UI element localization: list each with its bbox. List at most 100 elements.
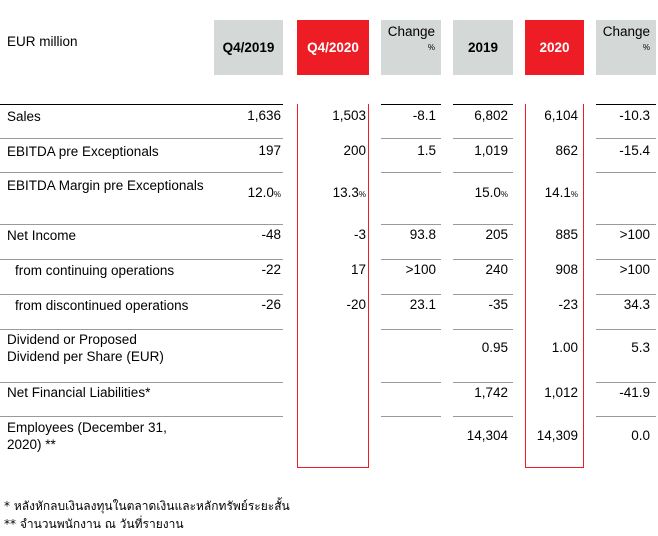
header-q4-2019-label: Q4/2019	[222, 40, 275, 55]
header-2019-label: 2019	[467, 40, 499, 55]
sales-2019: 6,802	[474, 108, 508, 123]
row-separator-line	[0, 416, 283, 417]
row-separator-line	[453, 138, 513, 139]
dividend-2019: 0.95	[481, 340, 508, 355]
top-rule-chg-y	[596, 104, 656, 105]
header-2020: 2020	[525, 20, 584, 75]
row-separator-line	[596, 138, 656, 139]
row-separator-line	[596, 294, 656, 295]
top-rule-2019	[453, 104, 513, 105]
dividend-change-y: 5.3	[631, 340, 650, 355]
row-separator-line	[453, 172, 513, 173]
net-income-2020: 885	[555, 227, 578, 242]
header-q4-2020-label: Q4/2020	[307, 40, 359, 55]
sales-q4-2020: 1,503	[332, 108, 366, 123]
liabilities-2020: 1,012	[544, 385, 578, 400]
row-separator-line	[596, 382, 656, 383]
row-separator-line	[596, 172, 656, 173]
net-income-change-q: 93.8	[409, 227, 436, 242]
ebitda-q4-2019: 197	[258, 143, 281, 158]
row-label-dividend-line1: Dividend or Proposed	[7, 332, 137, 347]
margin-q4-2020-value: 13.3	[332, 185, 359, 200]
margin-2019-value: 15.0	[474, 185, 501, 200]
continuing-2019: 240	[485, 262, 508, 277]
row-separator-line	[381, 416, 441, 417]
sales-2020: 6,104	[544, 108, 578, 123]
q4-2020-column-frame	[297, 104, 369, 468]
margin-q4-2019: 12.0%	[214, 185, 281, 203]
employees-2019: 14,304	[466, 428, 508, 443]
header-change-quarter-label: Change	[387, 24, 435, 39]
ebitda-2020: 862	[555, 143, 578, 158]
header-q4-2019: Q4/2019	[214, 20, 283, 75]
margin-q4-2020-unit: %	[358, 190, 366, 199]
header-change-quarter: Change %	[381, 20, 441, 75]
row-separator-line	[381, 329, 441, 330]
row-separator-line	[0, 259, 283, 260]
unit-label: EUR million	[7, 34, 78, 49]
dividend-2020: 1.00	[551, 340, 578, 355]
discontinued-q4-2020: -20	[346, 297, 366, 312]
continuing-q4-2019: -22	[261, 262, 281, 277]
row-separator-line	[453, 382, 513, 383]
margin-2020: 14.1%	[525, 185, 578, 203]
row-label-ebitda-margin: EBITDA Margin pre Exceptionals	[7, 178, 204, 193]
margin-2019: 15.0%	[453, 185, 508, 203]
discontinued-2020: -23	[558, 297, 578, 312]
ebitda-change-q: 1.5	[417, 143, 436, 158]
continuing-change-y: >100	[619, 262, 650, 277]
row-separator-line	[0, 382, 283, 383]
net-income-2019: 205	[485, 227, 508, 242]
row-label-employees-line1: Employees (December 31,	[7, 420, 167, 435]
header-change-year: Change %	[596, 20, 656, 75]
row-label-discontinued: from discontinued operations	[15, 298, 189, 313]
row-label-ebitda: EBITDA pre Exceptionals	[7, 144, 159, 159]
row-separator-line	[0, 329, 283, 330]
discontinued-change-y: 34.3	[623, 297, 650, 312]
continuing-2020: 908	[555, 262, 578, 277]
liabilities-2019: 1,742	[474, 385, 508, 400]
row-label-employees: Employees (December 31, 2020) **	[7, 419, 167, 453]
row-label-continuing: from continuing operations	[15, 263, 175, 278]
ebitda-q4-2020: 200	[343, 143, 366, 158]
row-label-sales: Sales	[7, 109, 41, 124]
employees-change-y: 0.0	[631, 428, 650, 443]
row-label-dividend-line2: Dividend per Share (EUR)	[7, 349, 164, 364]
ebitda-change-y: -15.4	[619, 143, 650, 158]
sales-q4-2019: 1,636	[247, 108, 281, 123]
sales-change-q: -8.1	[412, 108, 436, 123]
header-2019: 2019	[453, 20, 513, 75]
row-separator-line	[0, 224, 283, 225]
row-separator-line	[0, 294, 283, 295]
header-q4-2020: Q4/2020	[297, 20, 369, 75]
net-income-change-y: >100	[619, 227, 650, 242]
net-income-q4-2019: -48	[261, 227, 281, 242]
ebitda-2019: 1,019	[474, 143, 508, 158]
row-separator-line	[453, 294, 513, 295]
header-change-quarter-unit: %	[427, 43, 435, 52]
row-separator-line	[596, 224, 656, 225]
row-separator-line	[381, 138, 441, 139]
row-separator-line	[453, 329, 513, 330]
header-change-year-unit: %	[642, 43, 650, 52]
footnote-2: ** จำนวนพนักงาน ณ วันที่รายงาน	[4, 517, 184, 531]
row-label-dividend: Dividend or Proposed Dividend per Share …	[7, 331, 164, 365]
year-2020-column-frame	[525, 104, 584, 468]
margin-2020-value: 14.1	[544, 185, 571, 200]
margin-q4-2020: 13.3%	[297, 185, 366, 203]
continuing-change-q: >100	[405, 262, 436, 277]
row-separator-line	[596, 416, 656, 417]
discontinued-change-q: 23.1	[409, 297, 436, 312]
footnote-1: * หลังหักลบเงินลงทุนในตลาดเงินและหลักทรั…	[4, 499, 290, 513]
top-rule-chg-q	[381, 104, 441, 105]
row-separator-line	[381, 382, 441, 383]
row-separator-line	[381, 259, 441, 260]
row-separator-line	[453, 259, 513, 260]
margin-2019-unit: %	[500, 190, 508, 199]
header-2020-label: 2020	[539, 40, 570, 55]
row-separator-line	[381, 224, 441, 225]
row-separator-line	[596, 259, 656, 260]
header-change-year-label: Change	[602, 24, 650, 39]
top-rule	[0, 104, 283, 105]
row-separator-line	[453, 224, 513, 225]
